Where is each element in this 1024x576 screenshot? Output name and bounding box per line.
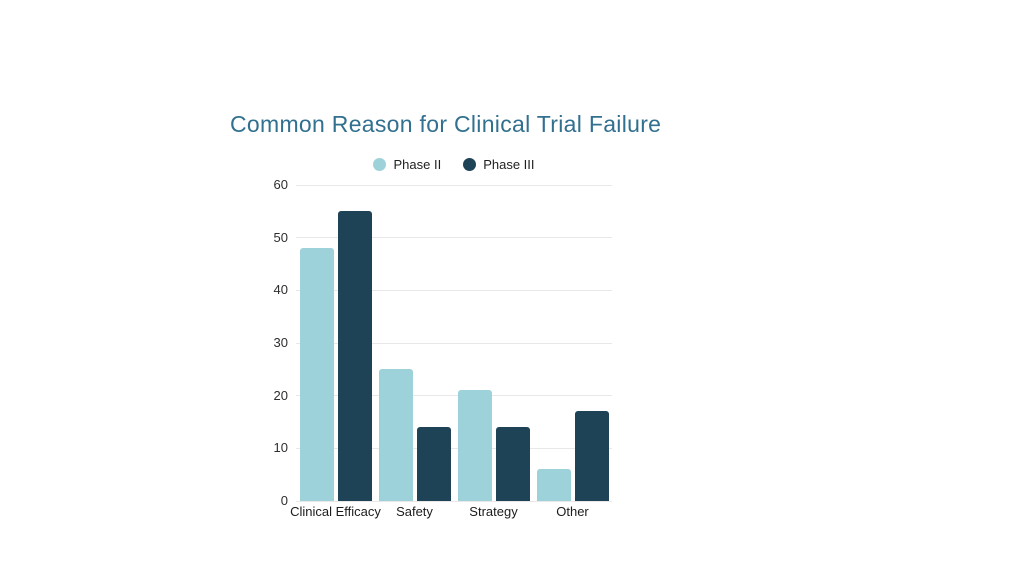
bar-phase-ii-safety [378,369,413,501]
legend-item-phase-ii: Phase II [373,157,441,172]
bar-phase-iii-safety [416,427,451,501]
bar-phase-ii-other [536,469,571,501]
y-axis-tick-label-50: 50 [273,229,288,245]
bar-phase-iii-clinical-efficacy [337,211,372,501]
legend-item-phase-iii: Phase III [463,156,535,172]
bar-phase-ii-clinical-efficacy [299,248,334,501]
gridline-y0 [296,500,612,502]
gridline-y50 [296,237,612,239]
y-axis-tick-label-40: 40 [273,282,288,298]
chart-title: Common Reason for Clinical Trial Failure [230,111,662,137]
bar-phase-ii-strategy [457,390,492,501]
legend-label-phase-ii: Phase II [393,156,442,172]
y-axis-tick-label-20: 20 [273,387,288,403]
x-axis-category-label-strategy: Strategy [469,504,518,519]
gridline-y20 [296,395,612,397]
y-axis-tick-label-10: 10 [273,440,288,456]
chart-legend: Phase II Phase III [296,155,612,173]
y-axis-tick-label-60: 60 [273,177,288,192]
bar-phase-iii-other [574,411,609,501]
bar-phase-iii-strategy [495,427,530,501]
legend-label-phase-iii: Phase III [483,156,535,172]
gridline-y30 [296,342,612,344]
legend-marker-icon-phase-ii [373,157,387,171]
legend-marker-icon-phase-iii [463,157,477,171]
gridline-y10 [296,447,612,449]
y-axis-tick-label-30: 30 [273,335,288,350]
x-axis-category-label-clinical-efficacy: Clinical Efficacy [290,504,381,519]
gridline-y60 [296,184,612,186]
gridline-y40 [296,289,612,291]
x-axis-category-label-other: Other [556,504,589,519]
y-axis-tick-label-0: 0 [280,493,288,508]
x-axis-category-label-safety: Safety [396,504,433,519]
